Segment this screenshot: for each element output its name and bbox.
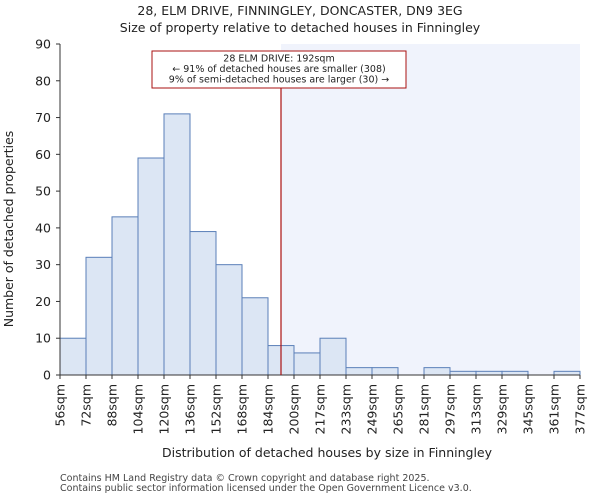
x-tick-label: 136sqm [183,384,198,434]
histogram-bar [553,370,581,376]
larger-region-shade [281,44,580,375]
annotation-box [151,50,407,89]
footer-copyright: Contains HM Land Registry data © Crown c… [60,473,430,484]
x-tick-label: 361sqm [547,384,562,434]
x-tick-label: 297sqm [443,384,458,434]
y-tick-label: 40 [35,220,51,235]
histogram-bar [137,157,165,376]
x-tick-label: 120sqm [157,384,172,434]
annotation-text: 9% of semi-detached houses are larger (3… [169,75,389,86]
y-tick-label: 10 [35,331,51,346]
x-tick-label: 249sqm [365,384,380,434]
x-tick-label: 184sqm [261,384,276,434]
x-tick-label: 152sqm [209,384,224,434]
histogram-bar [371,367,399,376]
x-tick-label: 88sqm [105,384,120,427]
y-tick-label: 60 [35,147,51,162]
histogram-bar [111,216,139,376]
histogram-bar [215,264,243,376]
histogram-bar [85,256,113,376]
x-tick-label: 281sqm [417,384,432,434]
histogram-bar [475,370,503,376]
x-tick-label: 168sqm [235,384,250,434]
y-tick-label: 90 [35,37,51,52]
histogram-bar [449,370,477,376]
x-axis-label: Distribution of detached houses by size … [162,445,493,460]
y-tick-label: 30 [35,257,51,272]
y-tick-label: 20 [35,294,51,309]
x-tick-label: 217sqm [313,384,328,434]
histogram-bar [319,337,347,376]
annotation-text: ← 91% of detached houses are smaller (30… [172,64,385,75]
x-tick-label: 104sqm [131,384,146,434]
x-tick-label: 265sqm [391,384,406,434]
histogram-bar [163,113,191,376]
histogram-bar [59,337,87,376]
y-axis-label: Number of detached properties [1,131,16,328]
y-tick-label: 80 [35,73,51,88]
x-tick-label: 233sqm [339,384,354,434]
annotation-text: 28 ELM DRIVE: 192sqm [223,54,334,65]
x-tick-label: 329sqm [495,384,510,434]
histogram-bar [501,370,529,376]
x-tick-label: 377sqm [573,384,588,434]
chart-title: 28, ELM DRIVE, FINNINGLEY, DONCASTER, DN… [137,3,463,18]
x-tick-label: 56sqm [53,384,68,427]
histogram-bar [345,367,373,376]
x-tick-label: 313sqm [469,384,484,434]
x-tick-label: 200sqm [287,384,302,434]
histogram-bar [293,352,321,376]
x-tick-label: 345sqm [521,384,536,434]
chart-subtitle: Size of property relative to detached ho… [119,20,481,35]
footer-licence: Contains public sector information licen… [60,483,472,494]
y-tick-label: 0 [43,368,51,383]
histogram-bar [189,231,217,376]
x-tick-label: 72sqm [79,384,94,427]
histogram-bar [241,297,269,376]
y-tick-label: 70 [35,110,51,125]
histogram-bar [423,367,451,376]
y-tick-label: 50 [35,184,51,199]
